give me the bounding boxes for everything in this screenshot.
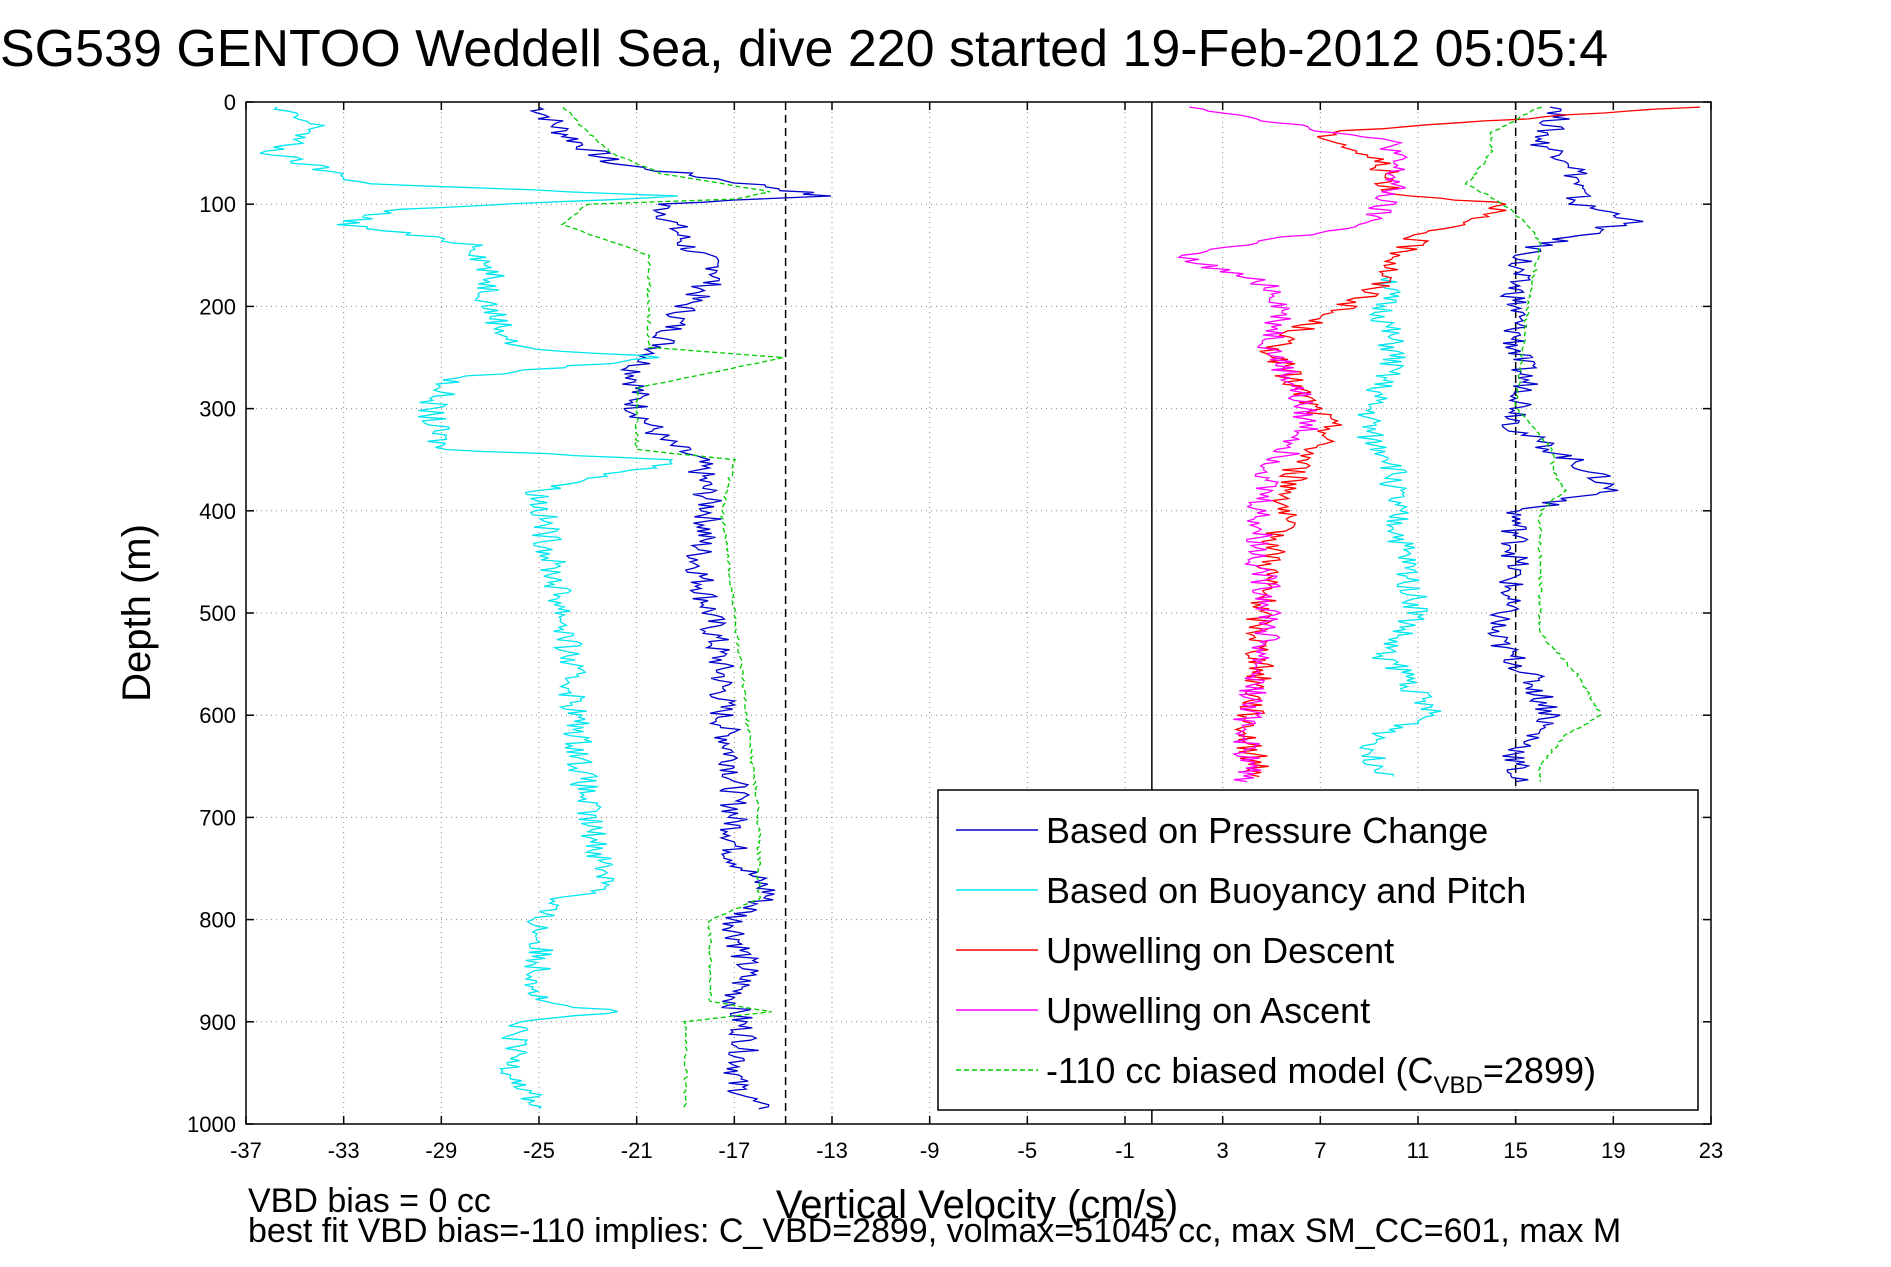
- legend: Based on Pressure Change Based on Buoyanc…: [937, 789, 1699, 1111]
- x-tick-label: -9: [920, 1138, 940, 1163]
- legend-box: [937, 789, 1699, 1111]
- x-tick-label: 11: [1407, 1138, 1430, 1163]
- y-tick-label: 900: [199, 1010, 236, 1035]
- y-tick-label: 100: [199, 192, 236, 217]
- x-tick-label: 23: [1699, 1138, 1723, 1163]
- footnote-vbd-bias: VBD bias = 0 cc: [248, 1182, 491, 1220]
- x-tick-label: -25: [523, 1138, 555, 1163]
- y-ticks: 0 100 200 300 400 500 600 700 800 900 1000: [187, 90, 1711, 1137]
- series-line: [1357, 275, 1442, 777]
- series-line: [560, 106, 784, 1110]
- series-line: [528, 106, 832, 1110]
- x-axis-label: Vertical Velocity (cm/s): [776, 1183, 1178, 1227]
- x-tick-label: -5: [1018, 1138, 1038, 1163]
- legend-label: Upwelling on Ascent: [1046, 990, 1370, 1031]
- y-tick-label: 0: [224, 90, 236, 115]
- y-axis-label: Depth (m): [115, 524, 159, 702]
- series-layer: [259, 106, 1701, 1110]
- x-tick-label: -29: [425, 1138, 457, 1163]
- y-tick-label: 600: [199, 703, 236, 728]
- y-tick-label: 800: [199, 908, 236, 933]
- x-tick-label: 19: [1601, 1138, 1625, 1163]
- x-tick-label: 3: [1217, 1138, 1229, 1163]
- x-tick-label: -1: [1115, 1138, 1135, 1163]
- footnote-best-fit: best fit VBD bias=-110 implies: C_VBD=28…: [248, 1212, 1621, 1250]
- series-line: [1177, 106, 1408, 783]
- series-line: [259, 106, 678, 1110]
- y-tick-label: 700: [199, 805, 236, 830]
- x-tick-label: 15: [1503, 1138, 1527, 1163]
- x-tick-label: -17: [718, 1138, 750, 1163]
- legend-label: Based on Pressure Change: [1046, 810, 1488, 851]
- legend-label-main: -110 cc biased model (C: [1046, 1050, 1434, 1091]
- y-tick-label: 300: [199, 397, 236, 422]
- x-tick-label: -13: [816, 1138, 848, 1163]
- x-tick-label: -37: [230, 1138, 262, 1163]
- chart-title: SG539 GENTOO Weddell Sea, dive 220 start…: [0, 20, 1608, 78]
- legend-label: -110 cc biased model (CVBD=2899): [1046, 1050, 1596, 1099]
- series-line: [1234, 106, 1701, 778]
- series-line: [1486, 106, 1644, 783]
- x-tick-label: 7: [1314, 1138, 1326, 1163]
- series-line: [1464, 106, 1602, 782]
- legend-label: Based on Buoyancy and Pitch: [1046, 870, 1526, 911]
- y-tick-label: 400: [199, 499, 236, 524]
- x-tick-label: -33: [328, 1138, 360, 1163]
- x-tick-label: -21: [621, 1138, 653, 1163]
- y-tick-label: 1000: [187, 1112, 236, 1137]
- legend-label-subscript: VBD: [1434, 1072, 1483, 1099]
- x-ticks: -37 -33 -29 -25 -21 -17 -13 -9 -5 -1 3 7 11 15 19 23: [230, 102, 1723, 1163]
- legend-label-tail: =2899): [1483, 1050, 1596, 1091]
- y-tick-label: 500: [199, 601, 236, 626]
- legend-label: Upwelling on Descent: [1046, 930, 1394, 971]
- y-tick-label: 200: [199, 294, 236, 319]
